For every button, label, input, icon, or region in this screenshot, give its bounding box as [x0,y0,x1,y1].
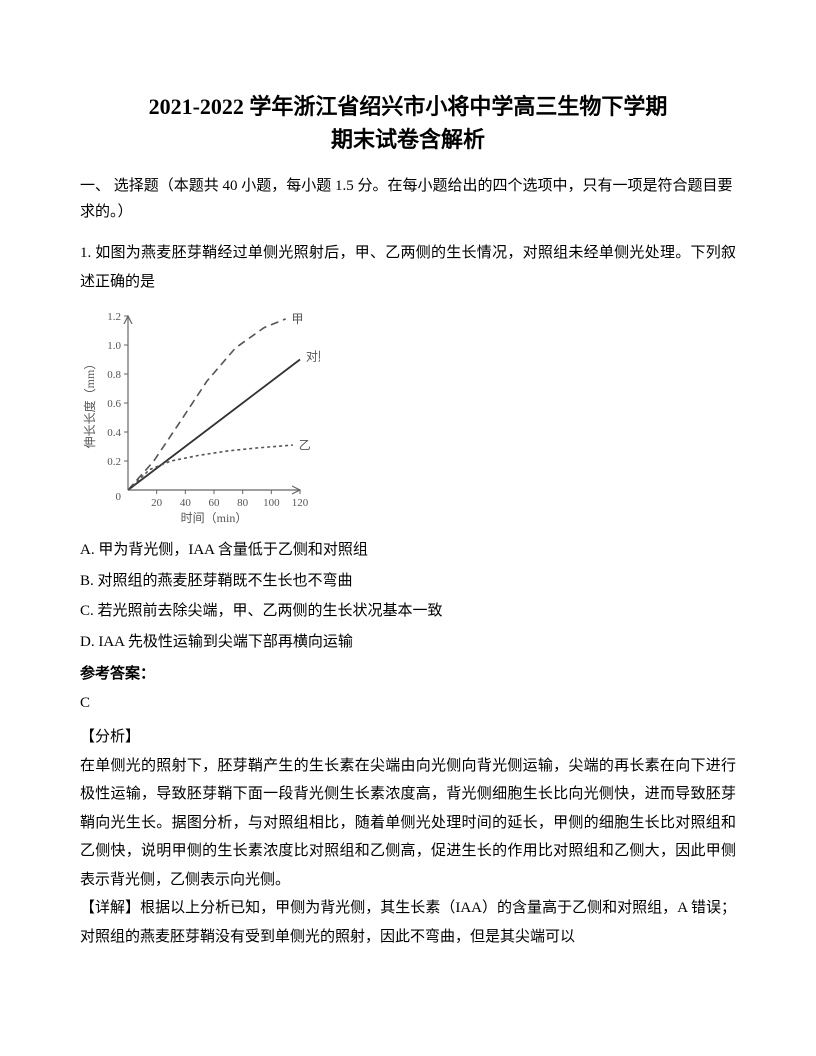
detail-label: 【详解】 [80,900,140,916]
q1-choice-b: B. 对照组的燕麦胚芽鞘既不生长也不弯曲 [80,567,736,596]
svg-text:120: 120 [292,497,309,509]
q1-choice-a: A. 甲为背光侧，IAA 含量低于乙侧和对照组 [80,536,736,565]
svg-text:伸长长度（mm）: 伸长长度（mm） [82,358,97,449]
svg-text:乙: 乙 [299,438,311,452]
svg-text:0.2: 0.2 [107,456,121,468]
svg-text:0: 0 [116,491,122,503]
analysis-label: 【分析】 [80,723,736,752]
q1-analysis: 在单侧光的照射下，胚芽鞘产生的生长素在尖端由向光侧向背光侧运输，尖端的再长素在向… [80,752,736,895]
svg-text:0.4: 0.4 [107,427,121,439]
q1-stem: 1. 如图为燕麦胚芽鞘经过单侧光照射后，甲、乙两侧的生长情况，对照组未经单侧光处… [80,239,736,296]
answer-label: 参考答案： [80,660,736,689]
section-heading: 一、 选择题（本题共 40 小题，每小题 1.5 分。在每小题给出的四个选项中，… [80,174,736,225]
q1-choices: A. 甲为背光侧，IAA 含量低于乙侧和对照组 B. 对照组的燕麦胚芽鞘既不生长… [80,536,736,656]
svg-text:1.2: 1.2 [107,311,121,323]
detail-text: 根据以上分析已知，甲侧为背光侧，其生长素（IAA）的含量高于乙侧和对照组，A 错… [80,900,736,945]
q1-choice-c: C. 若光照前去除尖端，甲、乙两侧的生长状况基本一致 [80,597,736,626]
svg-text:80: 80 [237,497,249,509]
svg-text:20: 20 [151,497,163,509]
q1-choice-d: D. IAA 先极性运输到尖端下部再横向运输 [80,628,736,657]
svg-text:0.8: 0.8 [107,369,121,381]
q1-answer: C [80,689,736,718]
svg-text:1.0: 1.0 [107,340,121,352]
title-line-2: 期末试卷含解析 [80,123,736,156]
q1-detail: 【详解】根据以上分析已知，甲侧为背光侧，其生长素（IAA）的含量高于乙侧和对照组… [80,894,736,951]
q1-chart: 0.2 0.4 0.6 0.8 1.0 1.2 20 40 60 80 100 120 0 时间（min）… [80,306,320,526]
title-line-1: 2021-2022 学年浙江省绍兴市小将中学高三生物下学期 [80,90,736,123]
svg-text:0.6: 0.6 [107,398,121,410]
svg-text:100: 100 [263,497,280,509]
svg-text:60: 60 [209,497,221,509]
svg-text:甲: 甲 [292,312,304,326]
page-title: 2021-2022 学年浙江省绍兴市小将中学高三生物下学期 期末试卷含解析 [80,90,736,156]
svg-text:40: 40 [180,497,192,509]
svg-text:时间（min）: 时间（min） [181,511,248,525]
svg-text:对照: 对照 [306,350,320,364]
